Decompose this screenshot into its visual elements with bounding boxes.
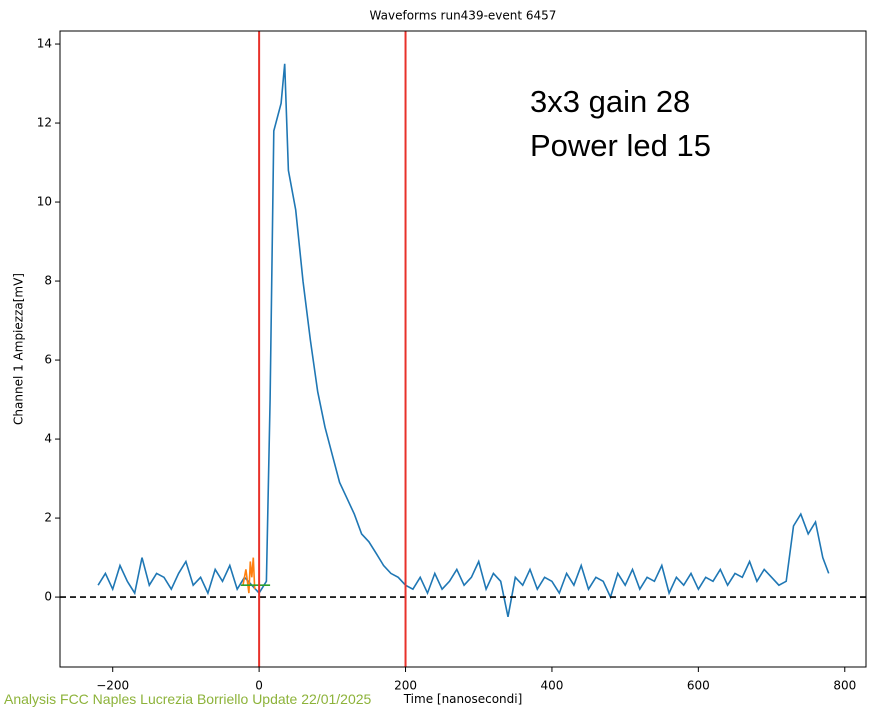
waveform-line <box>97 63 830 617</box>
y-tick-label: 6 <box>44 353 52 367</box>
x-tick-label: 200 <box>394 679 417 693</box>
y-tick-label: 8 <box>44 274 52 288</box>
annotation: 3x3 gain 28 <box>530 84 690 119</box>
plot-frame <box>59 30 867 668</box>
x-tick-label: 0 <box>255 679 263 693</box>
x-tick-label: 400 <box>540 679 563 693</box>
y-axis-label: Channel 1 Ampiezza[mV] <box>12 273 26 425</box>
footer: Analysis FCC Naples Lucrezia Borriello U… <box>4 691 372 707</box>
y-tick-label: 4 <box>44 432 52 446</box>
waveform-line <box>242 557 256 594</box>
x-axis-label: Time [nanosecondi] <box>403 692 523 706</box>
y-tick-label: 0 <box>44 590 52 604</box>
chart-title: Waveforms run439-event 6457 <box>370 9 557 23</box>
x-tick-label: 600 <box>687 679 710 693</box>
y-tick-label: 10 <box>37 195 52 209</box>
plot-area <box>60 31 866 667</box>
annotation: Power led 15 <box>530 128 711 163</box>
y-tick-label: 12 <box>37 116 52 130</box>
y-tick-label: 2 <box>44 511 52 525</box>
y-tick-label: 14 <box>37 37 52 51</box>
x-tick-label: −200 <box>96 679 129 693</box>
x-tick-label: 800 <box>833 679 856 693</box>
